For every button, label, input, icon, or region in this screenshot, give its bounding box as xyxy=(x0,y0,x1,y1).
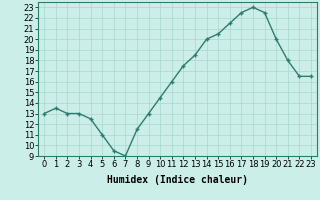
X-axis label: Humidex (Indice chaleur): Humidex (Indice chaleur) xyxy=(107,175,248,185)
